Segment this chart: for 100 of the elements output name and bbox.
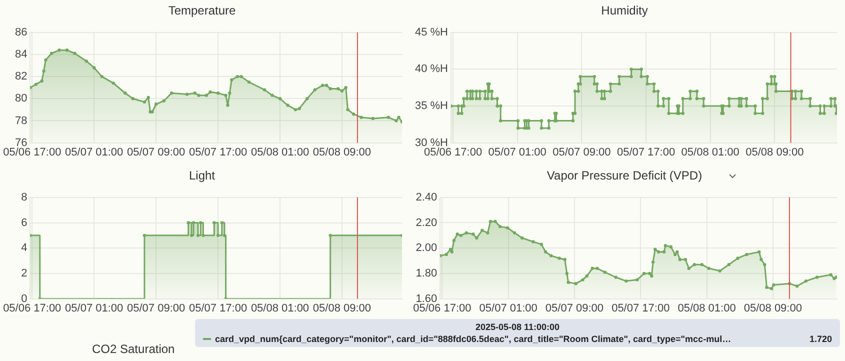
y-tick-label: 82 [14, 70, 28, 83]
point [306, 97, 309, 100]
point [112, 82, 116, 85]
point [360, 116, 363, 120]
x-tick-label: 05/07 01:00 [479, 302, 538, 314]
point [328, 234, 332, 238]
point [204, 94, 208, 97]
point [42, 69, 46, 73]
point [386, 116, 390, 120]
point [192, 221, 196, 224]
x-tick-label: 05/08 09:00 [312, 302, 372, 314]
x-tick-label: 05/08 09:00 [312, 146, 372, 158]
point [228, 92, 232, 95]
chart-title: Humidity [601, 4, 648, 18]
point [196, 234, 200, 238]
point [298, 106, 301, 110]
chart-title: Temperature [168, 4, 236, 18]
x-tick-label: 05/08 09:00 [744, 302, 802, 314]
point [58, 48, 61, 52]
point [44, 58, 48, 62]
point [262, 88, 266, 92]
point [50, 52, 54, 55]
point [328, 87, 332, 90]
x-tick-label: 05/07 09:00 [552, 146, 611, 158]
point [336, 87, 340, 90]
y-tick-label: 86 [14, 26, 28, 38]
point [226, 104, 230, 107]
point [230, 78, 234, 82]
point [154, 102, 158, 106]
x-tick-label: 05/07 17:00 [612, 302, 670, 314]
y-tick-label: 84 [14, 48, 28, 61]
point [142, 100, 146, 104]
x-tick-label: 05/07 09:00 [127, 146, 186, 158]
point [84, 60, 88, 63]
point [236, 74, 240, 78]
point [146, 96, 150, 100]
x-tick-label: 05/07 09:00 [545, 302, 604, 314]
point [197, 94, 200, 97]
point [216, 92, 220, 95]
y-tick-label: 78 [14, 114, 28, 127]
point [65, 48, 69, 52]
point [170, 92, 174, 95]
point [340, 89, 344, 93]
point [73, 52, 76, 55]
point [185, 92, 189, 96]
x-tick-label: 05/07 01:00 [65, 302, 124, 314]
point [100, 74, 104, 78]
point [216, 234, 220, 238]
x-tick-label: 05/06 17:00 [3, 302, 62, 314]
y-tick-label: 30 %H [414, 136, 448, 149]
x-tick-label: 05/08 09:00 [746, 146, 804, 158]
point [371, 116, 375, 120]
y-tick-label: 6 [21, 216, 28, 229]
point [313, 88, 316, 92]
point [352, 112, 356, 116]
text: 1.720 [809, 334, 832, 344]
point [40, 79, 44, 83]
x-tick-label: 05/08 01:00 [678, 302, 736, 314]
point [278, 97, 282, 100]
y-tick-label: 1.80 [416, 267, 438, 280]
point [131, 97, 134, 100]
point [286, 104, 290, 107]
chart-title: Vapor Pressure Deficit (VPD) [546, 168, 702, 183]
y-tick-label: 80 [14, 92, 28, 105]
point [142, 234, 146, 238]
point [397, 116, 400, 120]
point [247, 80, 251, 84]
x-tick-label: 05/07 17:00 [188, 146, 248, 158]
x-tick-label: 05/08 01:00 [250, 146, 310, 158]
point [224, 94, 228, 97]
y-tick-label: 8 [21, 191, 28, 204]
point [394, 119, 398, 122]
y-tick-label: 2.40 [416, 191, 438, 204]
x-tick-label: 05/07 01:00 [488, 146, 546, 158]
point [344, 86, 348, 90]
y-tick-label: 45 %H [414, 26, 448, 38]
point [346, 108, 350, 112]
y-tick-label: 2.00 [416, 242, 438, 254]
point [124, 92, 127, 95]
y-tick-label: 35 %H [414, 100, 448, 112]
point [92, 66, 96, 70]
point [162, 99, 166, 102]
point [321, 84, 324, 87]
point [193, 92, 196, 95]
y-tick-label: 2 [21, 267, 28, 280]
y-tick-label: 76 [14, 136, 28, 149]
point [199, 221, 202, 224]
y-tick-label: 40 %H [414, 63, 448, 76]
x-tick-label: 05/07 17:00 [616, 146, 676, 158]
text: 2025-05-08 11:00:00 [474, 322, 561, 332]
point [212, 221, 216, 224]
text: CO2 Saturation [92, 342, 175, 356]
x-tick-label: 05/07 09:00 [127, 302, 186, 314]
point [202, 234, 205, 238]
y-tick-label: 0 [21, 292, 28, 305]
point [186, 221, 190, 224]
y-tick-label: 4 [21, 242, 28, 254]
y-tick-label: 2.20 [416, 216, 438, 229]
point [34, 82, 38, 86]
x-tick-label: 05/07 17:00 [188, 302, 248, 314]
